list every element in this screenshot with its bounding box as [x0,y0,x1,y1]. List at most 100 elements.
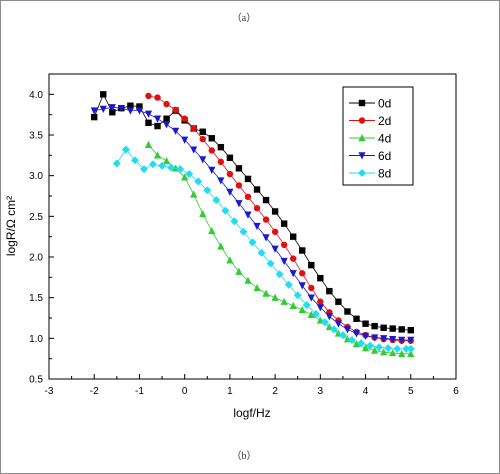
data-point-0d [353,315,360,323]
data-point-0d [326,287,333,295]
data-point-6d [199,156,207,164]
x-tick-label: -2 [90,386,99,397]
legend-marker-0d [358,99,366,107]
data-point-8d [347,335,356,344]
data-point-8d [257,248,266,257]
data-point-4d [226,256,234,264]
data-point-0d [362,320,369,327]
data-point-8d [248,238,257,247]
data-point-6d [172,127,180,135]
data-point-2d [226,170,234,178]
data-point-6d [271,245,279,253]
data-point-4d [289,301,297,309]
data-point-6d [235,200,243,208]
data-point-0d [100,91,107,98]
data-point-4d [389,348,397,357]
data-point-8d [239,227,248,236]
data-point-4d [271,293,279,301]
series-0d [91,91,414,334]
data-point-0d [145,119,152,126]
legend-marker-2d [358,117,366,124]
data-point-6d [217,177,225,185]
y-tick-label: 0.5 [29,375,43,386]
data-point-6d [316,304,324,312]
data-point-6d [262,234,270,242]
x-tick-label: 2 [272,386,278,397]
data-point-2d [217,158,225,166]
data-point-6d [162,121,171,129]
data-point-0d [136,103,143,110]
data-point-8d [366,341,375,350]
x-tick-label: 6 [453,386,459,397]
data-point-4d [398,349,406,357]
y-tick-label: 2.0 [29,253,43,264]
data-point-6d [398,336,406,344]
y-axis-ticks: 0.5 1.0 1.5 2.0 2.5 3.0 3.5 4.0 [29,90,54,386]
legend-marker-8d [358,169,366,177]
data-point-8d [293,291,302,300]
data-point-0d [262,196,270,204]
data-point-0d [299,247,306,254]
data-point-6d [325,313,333,321]
data-point-4d [162,157,171,165]
data-point-6d [90,107,98,115]
x-tick-label: -1 [135,386,144,397]
data-point-2d [262,216,270,223]
data-point-8d [266,259,275,268]
data-point-4d [153,151,162,159]
data-point-0d [208,135,215,142]
data-point-8d [311,309,320,318]
data-point-8d [302,300,311,309]
data-point-8d [212,196,221,205]
data-point-8d [130,156,139,165]
data-point-8d [320,318,329,327]
data-point-2d [208,147,215,154]
data-point-2d [235,182,243,189]
x-axis-ticks: -3 -2 -1 0 1 2 3 4 5 6 [45,374,459,397]
x-tick-label: -3 [45,386,54,397]
data-point-8d [149,160,158,169]
legend-label-6d: 6d [378,149,391,163]
x-tick-label: 5 [408,386,414,397]
data-point-0d [371,322,378,330]
data-point-0d [389,325,396,332]
data-point-4d [361,344,370,352]
data-point-8d [230,217,239,226]
data-point-6d [253,222,261,231]
data-point-2d [317,298,324,305]
y-tick-label: 3.5 [29,131,43,142]
series-layer [90,91,415,357]
data-point-2d [299,270,306,277]
data-point-6d [117,104,125,113]
data-point-8d [121,145,130,154]
y-tick-label: 4.0 [29,90,43,101]
data-point-6d [208,166,216,174]
data-point-2d [244,193,252,201]
data-point-2d [172,106,179,113]
data-point-0d [109,109,116,116]
x-tick-label: 1 [227,386,233,397]
data-point-0d [335,298,342,305]
data-point-8d [384,344,393,353]
data-point-4d [407,349,415,357]
legend-marker-4d [358,134,366,142]
legend-label-8d: 8d [378,167,391,181]
data-point-8d [139,165,148,174]
data-point-2d [290,255,297,262]
x-tick-label: 3 [318,386,324,397]
caption-bottom: （b） [232,450,257,462]
data-point-2d [145,92,152,100]
x-tick-label: 0 [182,386,188,397]
data-point-0d [91,113,98,121]
data-point-2d [154,94,161,101]
data-point-0d [127,102,134,109]
data-point-0d [280,220,288,227]
legend: 0d 2d 4d 6d 8d [342,86,414,186]
legend-label-2d: 2d [378,114,391,128]
data-point-4d [307,310,315,318]
data-point-6d [99,105,107,113]
data-point-0d [154,122,161,130]
data-point-6d [144,110,153,118]
data-point-6d [289,270,297,278]
data-point-6d [190,146,198,154]
